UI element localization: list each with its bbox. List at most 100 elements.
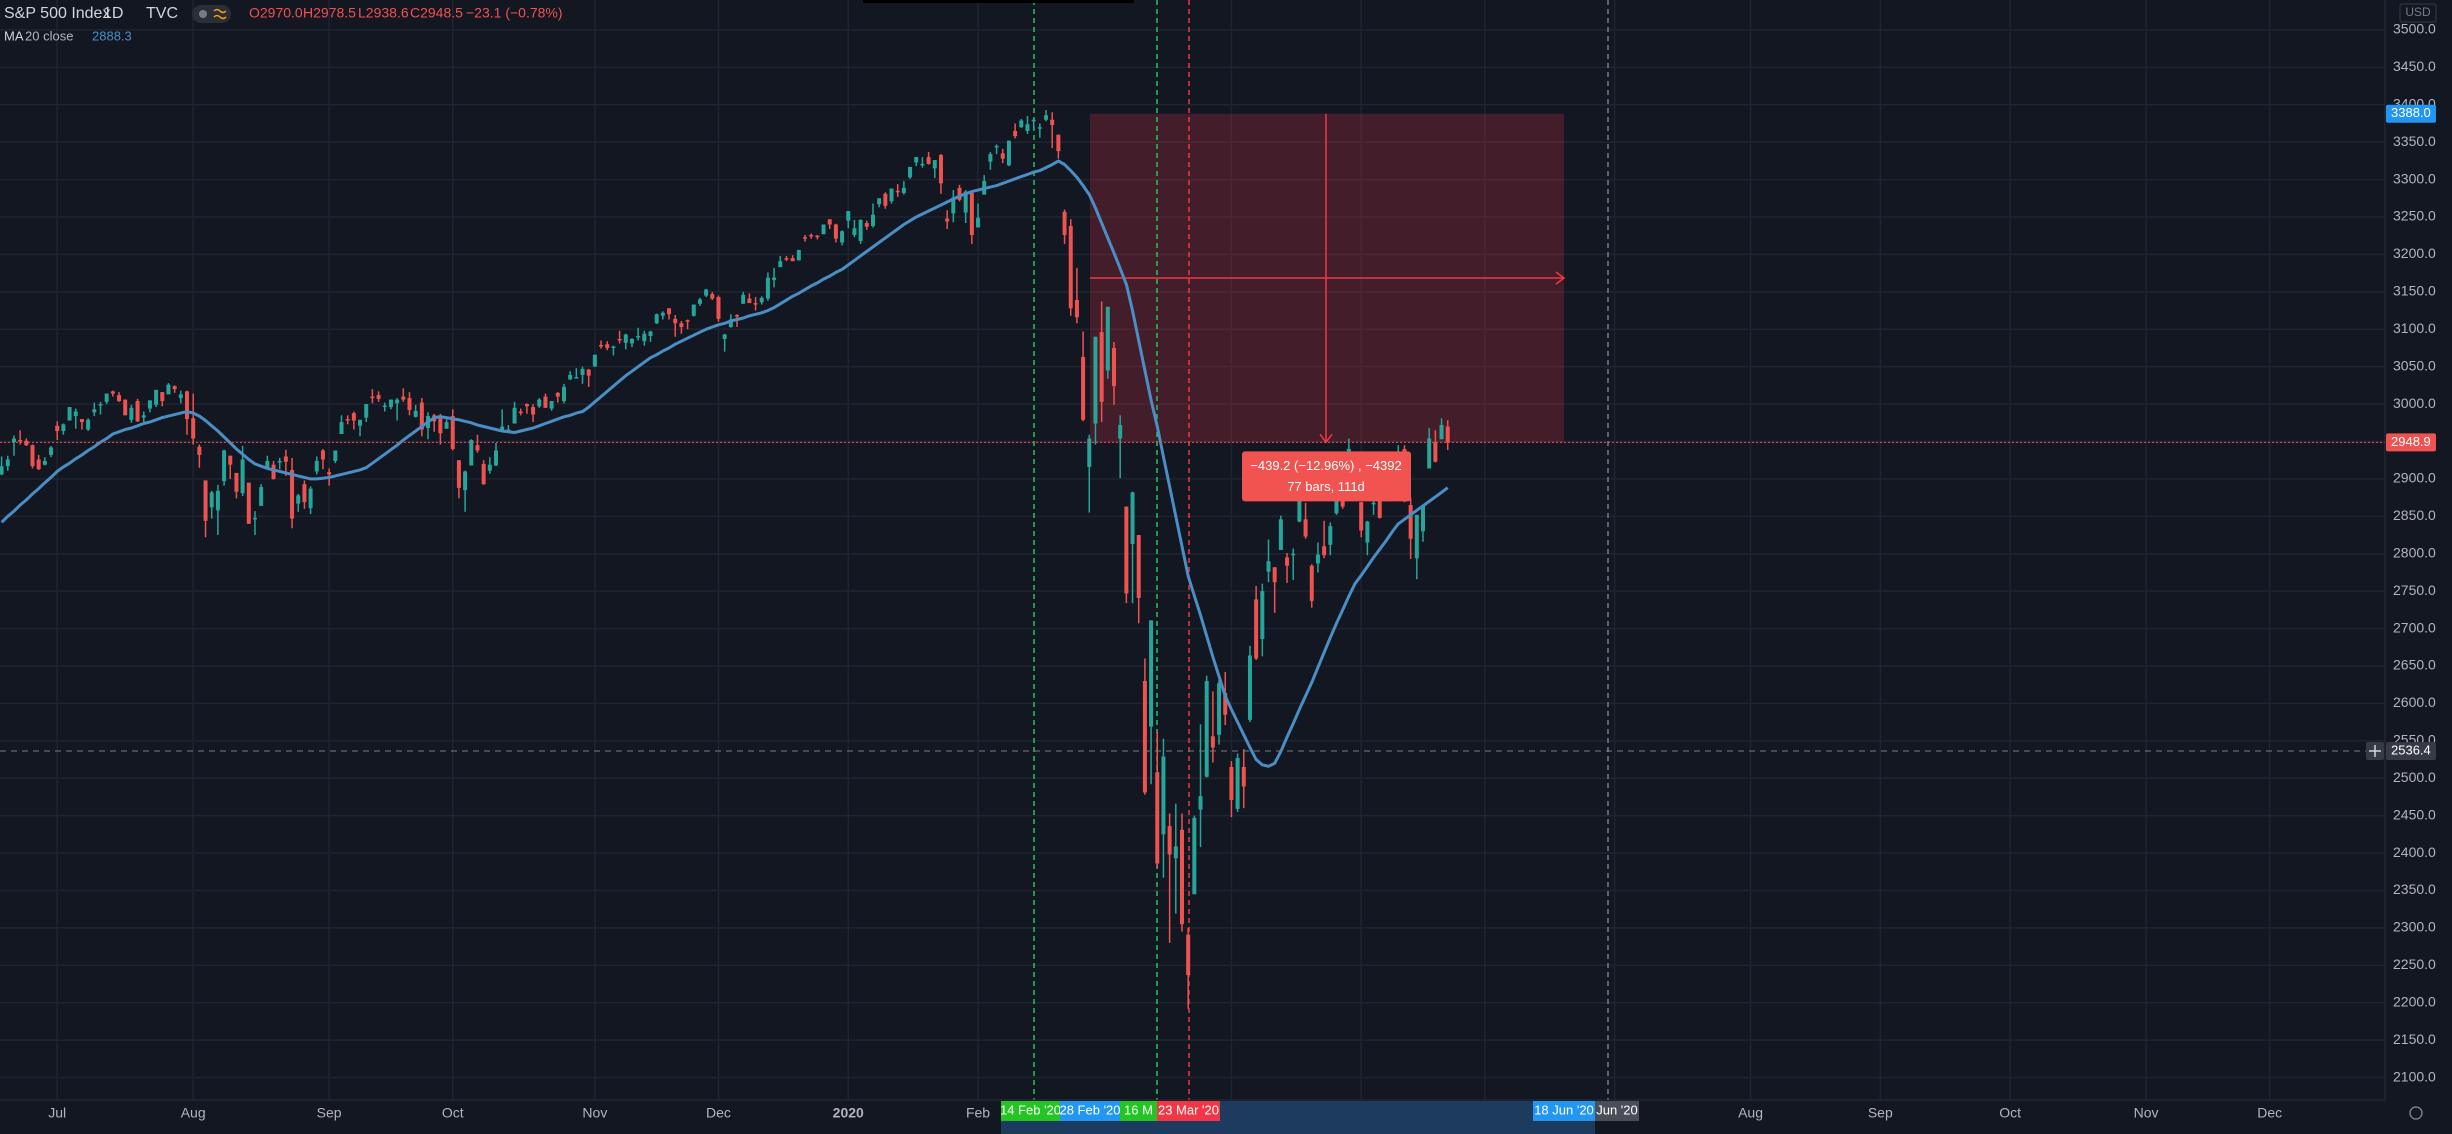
- candle-body: [1285, 557, 1290, 566]
- candle-body: [549, 401, 554, 409]
- candle-body: [1241, 767, 1246, 787]
- candle-body: [1167, 826, 1172, 855]
- x-tick-label: Dec: [2257, 1105, 2282, 1121]
- candle-body: [141, 415, 146, 418]
- candle-body: [877, 198, 882, 205]
- candle-body: [1161, 756, 1166, 835]
- candle-body: [228, 455, 233, 465]
- measure-label-box: [1242, 451, 1411, 502]
- currency-box: [2399, 3, 2437, 23]
- candle-body: [1087, 438, 1092, 467]
- candle-body: [1297, 497, 1302, 522]
- candle-body: [697, 299, 702, 304]
- candle-body: [691, 304, 696, 316]
- candle-body: [722, 334, 727, 339]
- date-label: Jun '20: [1596, 1102, 1638, 1117]
- candle-body: [1118, 425, 1123, 439]
- x-tick-label: Aug: [181, 1105, 206, 1121]
- candle-body: [821, 224, 826, 235]
- candle-body: [419, 402, 424, 430]
- candle-body: [92, 409, 97, 413]
- candle-body: [18, 440, 23, 442]
- candle-body: [815, 235, 820, 238]
- candle-body: [1056, 134, 1061, 152]
- candle-body: [543, 396, 548, 408]
- candle-body: [1278, 519, 1283, 550]
- candle-body: [407, 398, 412, 411]
- candle-body: [1254, 599, 1259, 659]
- candle-body: [1427, 438, 1432, 469]
- candle-body: [1217, 683, 1222, 735]
- ma-params: 20 close: [25, 28, 73, 43]
- header-text: S&P 500 Index: [4, 5, 110, 22]
- measure-arrow: [1555, 271, 1566, 285]
- candle-body: [234, 472, 239, 492]
- candle-body: [648, 331, 653, 336]
- candle-body: [920, 163, 925, 166]
- candle-body: [104, 393, 109, 402]
- candle-body: [809, 234, 814, 237]
- candle-body: [240, 459, 245, 494]
- candle-body: [308, 488, 313, 509]
- candle-body: [191, 418, 196, 439]
- candle-body: [512, 407, 517, 424]
- candle-body: [1371, 502, 1376, 505]
- candle-body: [358, 419, 363, 426]
- candle-body: [1173, 846, 1178, 859]
- candle-body: [277, 460, 282, 463]
- candle-body: [895, 190, 900, 193]
- y-tick-label: 2500.0: [2393, 769, 2436, 785]
- y-tick-label: 2100.0: [2393, 1068, 2436, 1084]
- candle-body: [1000, 153, 1005, 159]
- candle-body: [988, 154, 993, 162]
- toolbar-edge: [863, 0, 1134, 3]
- y-tick-label: 2700.0: [2393, 619, 2436, 635]
- ohlc-legend: C2948.5: [410, 5, 463, 21]
- y-tick-label: 2750.0: [2393, 582, 2436, 598]
- candle-body: [30, 445, 35, 467]
- candle-body: [382, 405, 387, 408]
- candle-body: [395, 399, 400, 404]
- price-tag: [2386, 104, 2436, 123]
- candle-body: [450, 416, 455, 449]
- toggle-icon[interactable]: [192, 5, 231, 23]
- candle-body: [932, 160, 937, 169]
- y-tick-label: 3150.0: [2393, 283, 2436, 299]
- y-tick-label: 2600.0: [2393, 694, 2436, 710]
- candle-body: [976, 217, 981, 228]
- y-tick-label: 2250.0: [2393, 956, 2436, 972]
- measure-span: 77 bars, 111d: [1287, 479, 1365, 494]
- ohlc-legend: −23.1 (−0.78%): [466, 5, 563, 21]
- candle-body: [945, 218, 950, 222]
- crosshair-plus: [2369, 744, 2381, 757]
- candle-body: [388, 399, 393, 408]
- candle-body: [1068, 225, 1073, 309]
- candle-body: [846, 211, 851, 221]
- y-tick-label: 2900.0: [2393, 470, 2436, 486]
- candle-body: [778, 261, 783, 268]
- measure-change: −439.2 (−12.96%) , −4392: [1250, 458, 1401, 473]
- y-tick-label: 2800.0: [2393, 544, 2436, 560]
- date-label: 23 Mar '20: [1158, 1102, 1219, 1117]
- candle-body: [555, 392, 560, 397]
- candle-body: [203, 480, 208, 521]
- candle-body: [246, 482, 251, 524]
- candle-body: [870, 214, 875, 226]
- y-tick-label: 2450.0: [2393, 806, 2436, 822]
- candle-body: [599, 344, 604, 347]
- candle-body: [469, 440, 474, 466]
- y-tick-label: 3050.0: [2393, 357, 2436, 373]
- candle-body: [710, 294, 715, 299]
- candle-body: [1044, 115, 1049, 120]
- candle-body: [685, 320, 690, 322]
- header-text: TVC: [146, 5, 178, 22]
- candle-body: [1322, 546, 1327, 556]
- candle-body: [1062, 211, 1067, 235]
- x-tick-label: Oct: [1999, 1105, 2021, 1121]
- settings-icon[interactable]: [2409, 1106, 2423, 1120]
- x-tick-label: Jul: [48, 1105, 66, 1121]
- date-label: 28 Feb '20: [1059, 1102, 1120, 1117]
